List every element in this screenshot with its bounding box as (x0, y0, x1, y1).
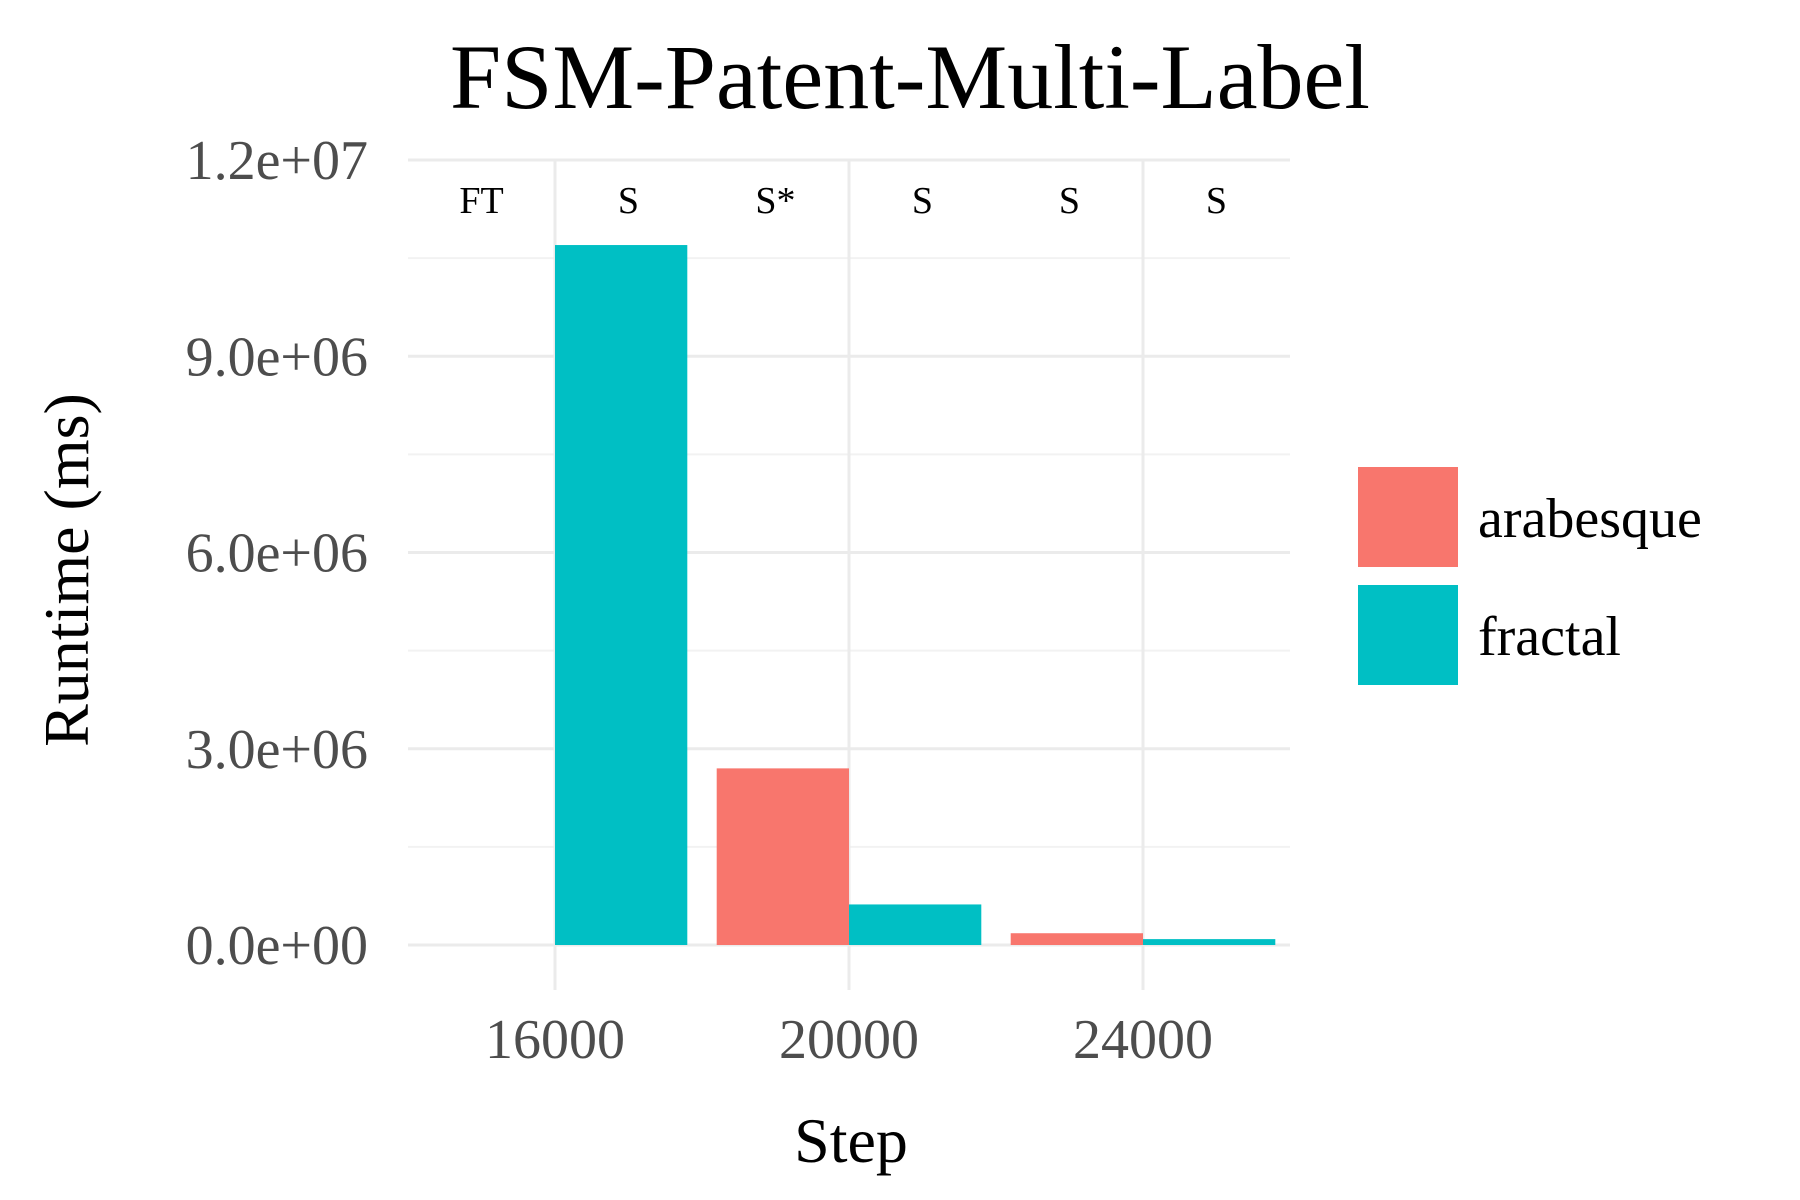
y-tick-label: 1.2e+07 (186, 130, 368, 192)
step-annotation-label: S (1206, 180, 1227, 222)
x-tick-label: 24000 (1073, 1009, 1213, 1071)
x-axis-title: Step (794, 1105, 908, 1176)
y-tick-label: 6.0e+06 (186, 523, 368, 585)
bar-fractal-16000 (555, 245, 687, 945)
step-annotations: FT S S* S S S (459, 180, 1227, 222)
step-annotation-label: FT (459, 180, 503, 222)
y-tick-label: 3.0e+06 (186, 719, 368, 781)
legend: arabesque fractal (1358, 467, 1702, 685)
bar-fractal-24000 (1143, 939, 1275, 945)
step-annotation-label: S (618, 180, 639, 222)
legend-label-fractal: fractal (1478, 606, 1621, 668)
step-annotation-label: S (912, 180, 933, 222)
bar-arabesque-20000 (717, 768, 849, 945)
step-annotation-label: S* (755, 180, 795, 222)
y-tick-label: 9.0e+06 (186, 326, 368, 388)
x-axis-ticks: 16000 20000 24000 (485, 1009, 1213, 1071)
y-axis-ticks: 0.0e+00 3.0e+06 6.0e+06 9.0e+06 1.2e+07 (186, 130, 368, 977)
x-tick-label: 16000 (485, 1009, 625, 1071)
x-tick-label: 20000 (779, 1009, 919, 1071)
step-annotation-label: S (1059, 180, 1080, 222)
legend-swatch-fractal (1358, 585, 1458, 685)
legend-swatch-arabesque (1358, 467, 1458, 567)
bar-arabesque-24000 (1011, 933, 1143, 945)
legend-label-arabesque: arabesque (1478, 488, 1702, 550)
bars (555, 245, 1275, 945)
chart-title: FSM-Patent-Multi-Label (450, 26, 1370, 128)
bar-fractal-20000 (849, 904, 981, 945)
y-tick-label: 0.0e+00 (186, 915, 368, 977)
y-axis-title: Runtime (ms) (31, 393, 102, 747)
